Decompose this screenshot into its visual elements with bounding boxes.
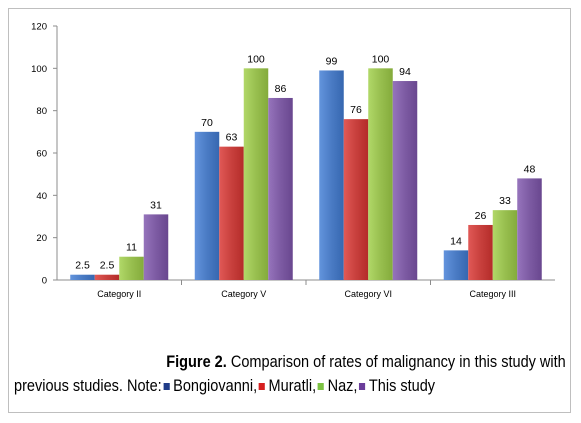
- data-label: 2.5: [75, 260, 90, 272]
- data-label: 2.5: [100, 260, 115, 272]
- legend-label: Naz,: [327, 377, 358, 395]
- x-tick-label: Category II: [97, 289, 141, 299]
- caption-note-prefix: previous studies. Note:: [14, 377, 162, 395]
- data-label: 100: [372, 53, 390, 65]
- legend-swatch: [163, 382, 170, 390]
- data-label: 86: [275, 83, 287, 95]
- legend-item-muratli: Muratli,: [257, 377, 316, 395]
- legend-label: Bongiovanni,: [173, 377, 258, 395]
- y-tick-label: 100: [31, 64, 47, 75]
- bar: [94, 274, 120, 280]
- data-label: 11: [126, 242, 137, 254]
- legend-swatch: [317, 382, 325, 390]
- data-label: 99: [326, 55, 338, 67]
- caption-line-2: previous studies. Note: Bongiovanni, Murat…: [14, 374, 566, 398]
- y-tick-label: 60: [36, 149, 47, 160]
- bar: [343, 119, 369, 280]
- caption-line-1: Figure 2. Comparison of rates of maligna…: [14, 350, 566, 374]
- data-label: 48: [524, 163, 536, 175]
- legend-swatch: [258, 382, 266, 390]
- data-label: 31: [150, 199, 162, 211]
- data-label: 26: [475, 210, 487, 222]
- legend-label: Muratli,: [268, 377, 317, 395]
- legend-label: This study: [368, 377, 436, 395]
- y-tick-label: 40: [36, 191, 47, 202]
- bar: [194, 131, 220, 280]
- data-label: 63: [226, 132, 238, 144]
- bar: [219, 146, 244, 280]
- figure-label: Figure 2.: [166, 353, 227, 371]
- bar: [70, 274, 95, 280]
- figure-caption: Figure 2. Comparison of rates of maligna…: [14, 350, 566, 398]
- legend-item-bongiovanni: Bongiovanni,: [162, 377, 257, 395]
- bar: [268, 97, 293, 280]
- y-tick-label: 20: [36, 233, 47, 244]
- data-label: 33: [499, 195, 511, 207]
- bar: [119, 256, 144, 280]
- bar: [243, 68, 269, 280]
- bar: [143, 214, 169, 280]
- data-label: 14: [450, 235, 462, 247]
- chart-labels: 2.5 2.5 11 31 70 63 100 86 99 76 100 94 14 26 33 48: [75, 53, 535, 271]
- chart-bars: [70, 68, 542, 281]
- y-tick-label: 120: [31, 22, 47, 33]
- data-label: 100: [247, 53, 265, 65]
- y-tick-label: 80: [36, 106, 47, 117]
- legend-item-naz: Naz,: [316, 377, 357, 395]
- bar: [319, 70, 344, 280]
- data-label: 70: [201, 117, 213, 129]
- x-tick-label: Category III: [469, 289, 516, 299]
- data-label: 76: [350, 104, 362, 116]
- x-tick-label: Category V: [221, 289, 266, 299]
- data-label: 94: [399, 66, 411, 78]
- bar: [492, 210, 518, 280]
- bar: [517, 178, 542, 280]
- caption-text: Comparison of rates of malignancy in thi…: [230, 353, 566, 371]
- legend-item-this-study: This study: [357, 377, 435, 395]
- bar: [468, 224, 493, 280]
- legend-swatch: [359, 382, 366, 390]
- x-tick-label: Category VI: [344, 289, 392, 299]
- bar-chart: 0 20 40 60 80 100 120 Category II Category V Cate…: [31, 22, 555, 299]
- bar: [368, 68, 393, 280]
- bar: [392, 81, 418, 281]
- y-tick-label: 0: [42, 276, 47, 287]
- bar: [443, 250, 469, 280]
